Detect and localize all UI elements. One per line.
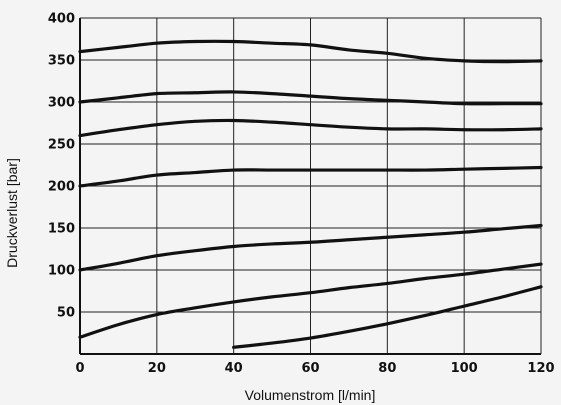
y-tick-100: 100 bbox=[48, 264, 75, 279]
y-tick-250: 250 bbox=[48, 138, 75, 153]
y-tick-400: 400 bbox=[48, 12, 75, 27]
curves bbox=[78, 39, 543, 349]
curve-1 bbox=[78, 39, 543, 64]
x-tick-80: 80 bbox=[378, 361, 396, 376]
x-tick-100: 100 bbox=[451, 361, 478, 376]
x-tick-0: 0 bbox=[75, 361, 84, 376]
x-tick-60: 60 bbox=[301, 361, 319, 376]
tick-labels: 0 20 40 60 80 100 120 50 100 150 200 250 300 350 400 bbox=[48, 12, 555, 377]
curve-2 bbox=[78, 90, 543, 106]
curve-6 bbox=[78, 262, 543, 339]
y-axis-title: Druckverlust [bar] bbox=[4, 158, 20, 268]
x-tick-20: 20 bbox=[148, 361, 166, 376]
y-tick-300: 300 bbox=[48, 96, 75, 111]
y-tick-350: 350 bbox=[48, 54, 75, 69]
curve-3 bbox=[78, 118, 543, 138]
axes bbox=[79, 18, 541, 355]
y-tick-50: 50 bbox=[57, 306, 75, 321]
y-tick-200: 200 bbox=[48, 180, 75, 195]
x-axis-title: Volumenstrom [l/min] bbox=[245, 387, 376, 403]
x-tick-120: 120 bbox=[527, 361, 554, 376]
curve-7 bbox=[232, 285, 543, 349]
y-tick-150: 150 bbox=[48, 222, 75, 237]
curve-5 bbox=[78, 223, 543, 272]
curve-4 bbox=[78, 165, 543, 188]
x-tick-40: 40 bbox=[225, 361, 243, 376]
